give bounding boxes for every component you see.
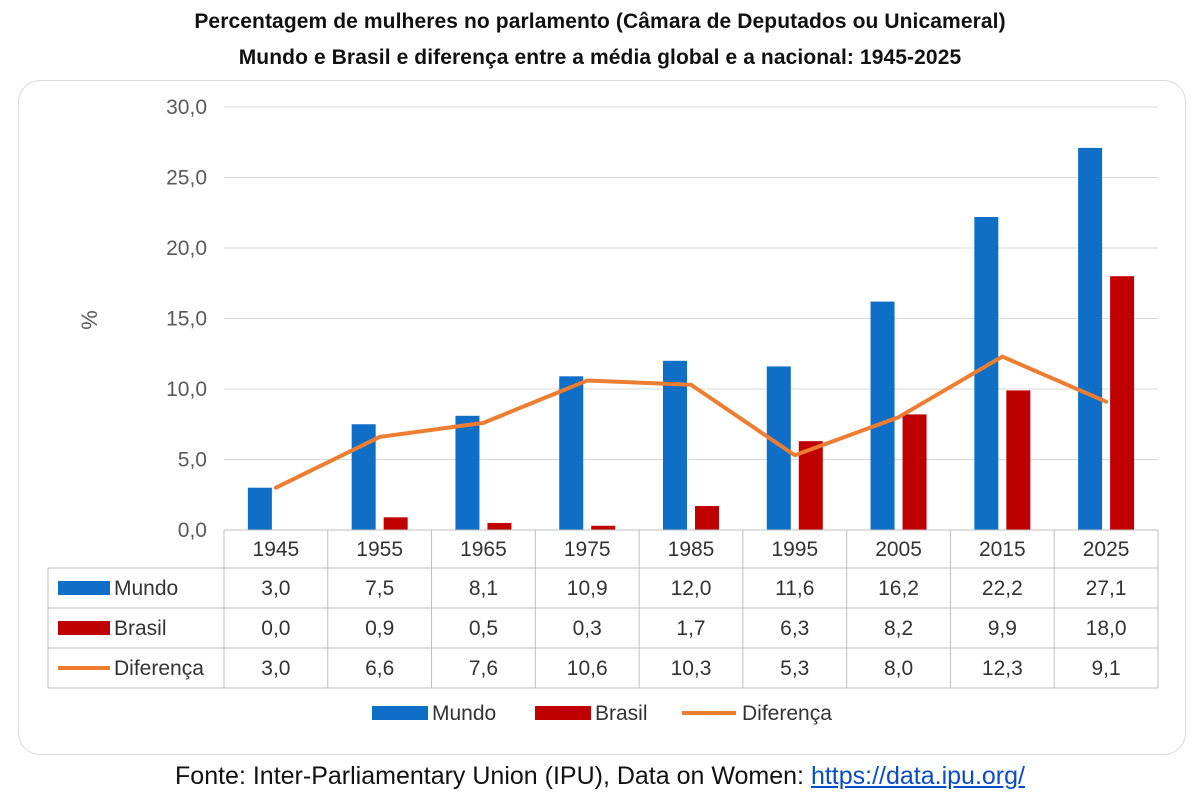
x-tick-label: 1955 bbox=[356, 538, 403, 561]
data-label: 1,7 bbox=[676, 617, 705, 640]
source-note: Fonte: Inter-Parliamentary Union (IPU), … bbox=[0, 762, 1200, 791]
bar-brasil bbox=[1110, 276, 1135, 530]
bar-mundo bbox=[870, 301, 895, 530]
x-tick-label: 2005 bbox=[875, 538, 922, 561]
x-tick-label: 2025 bbox=[1083, 538, 1130, 561]
x-tick-label: 2015 bbox=[979, 538, 1026, 561]
data-label: 11,6 bbox=[775, 577, 814, 600]
data-label: 10,6 bbox=[567, 657, 608, 680]
y-tick-label: 5,0 bbox=[178, 449, 207, 472]
legend-swatch-brasil bbox=[535, 706, 591, 720]
point-diferenca bbox=[1001, 356, 1003, 358]
bar-brasil bbox=[695, 506, 719, 530]
data-label: 10,3 bbox=[671, 657, 712, 680]
y-axis-label: % bbox=[77, 310, 102, 330]
bar-mundo bbox=[247, 487, 272, 530]
bar-brasil bbox=[383, 517, 408, 530]
bar-mundo bbox=[1078, 147, 1103, 530]
x-tick-label: 1945 bbox=[253, 538, 300, 561]
point-diferenca bbox=[1105, 401, 1107, 403]
y-tick-label: 25,0 bbox=[166, 167, 207, 190]
data-label: 27,1 bbox=[1086, 577, 1127, 600]
data-label: 5,3 bbox=[780, 657, 809, 680]
data-label: 12,3 bbox=[982, 657, 1023, 680]
bar-mundo bbox=[455, 415, 480, 530]
table-series-name: Mundo bbox=[114, 577, 178, 600]
legend-swatch-mundo bbox=[372, 706, 428, 720]
bar-mundo bbox=[974, 216, 999, 531]
legend-label: Brasil bbox=[595, 702, 648, 725]
data-label: 18,0 bbox=[1086, 617, 1127, 640]
point-diferenca bbox=[690, 384, 692, 386]
source-text: Fonte: Inter-Parliamentary Union (IPU), … bbox=[175, 762, 811, 790]
point-diferenca bbox=[794, 454, 796, 456]
table-series-name: Brasil bbox=[114, 617, 167, 640]
bar-brasil bbox=[487, 522, 512, 530]
data-label: 0,9 bbox=[365, 617, 394, 640]
data-label: 8,1 bbox=[469, 577, 498, 600]
data-label: 0,3 bbox=[573, 617, 602, 640]
bar-brasil bbox=[591, 525, 616, 530]
y-tick-label: 30,0 bbox=[166, 96, 207, 119]
data-label: 16,2 bbox=[878, 577, 919, 600]
data-label: 9,9 bbox=[988, 617, 1017, 640]
table-key-mundo bbox=[58, 581, 110, 595]
y-tick-label: 10,0 bbox=[166, 378, 207, 401]
legend-label: Diferença bbox=[742, 702, 832, 725]
bar-mundo bbox=[559, 376, 584, 530]
data-label: 7,5 bbox=[365, 577, 394, 600]
y-tick-label: 0,0 bbox=[178, 519, 207, 542]
bar-brasil bbox=[902, 414, 927, 530]
data-label: 3,0 bbox=[261, 577, 290, 600]
data-label: 6,6 bbox=[365, 657, 394, 680]
point-diferenca bbox=[275, 487, 277, 489]
data-label: 8,2 bbox=[884, 617, 913, 640]
bar-brasil bbox=[798, 441, 823, 530]
bar-mundo bbox=[663, 360, 687, 530]
x-tick-label: 1985 bbox=[668, 538, 715, 561]
chart-subtitle: Mundo e Brasil e diferença entre a média… bbox=[238, 46, 962, 69]
table-key-brasil bbox=[58, 621, 110, 635]
data-label: 10,9 bbox=[567, 577, 608, 600]
point-diferenca bbox=[586, 380, 588, 382]
x-tick-label: 1975 bbox=[564, 538, 611, 561]
data-label: 3,0 bbox=[261, 657, 290, 680]
bar-brasil bbox=[1006, 390, 1031, 530]
y-tick-label: 15,0 bbox=[166, 308, 207, 331]
x-tick-label: 1965 bbox=[460, 538, 507, 561]
point-diferenca bbox=[379, 436, 381, 438]
data-label: 0,5 bbox=[469, 617, 498, 640]
data-label: 7,6 bbox=[469, 657, 498, 680]
legend-label: Mundo bbox=[432, 702, 496, 725]
data-label: 8,0 bbox=[884, 657, 913, 680]
data-label: 0,0 bbox=[261, 617, 290, 640]
table-series-name: Diferença bbox=[114, 657, 204, 680]
data-label: 22,2 bbox=[982, 577, 1023, 600]
x-tick-label: 1995 bbox=[771, 538, 818, 561]
chart-title: Percentagem de mulheres no parlamento (C… bbox=[194, 10, 1006, 33]
point-diferenca bbox=[482, 422, 484, 424]
point-diferenca bbox=[898, 416, 900, 418]
data-label: 6,3 bbox=[780, 617, 809, 640]
source-link[interactable]: https://data.ipu.org/ bbox=[810, 762, 1025, 790]
data-label: 12,0 bbox=[671, 577, 712, 600]
data-label: 9,1 bbox=[1092, 657, 1121, 680]
y-tick-label: 20,0 bbox=[166, 237, 207, 260]
